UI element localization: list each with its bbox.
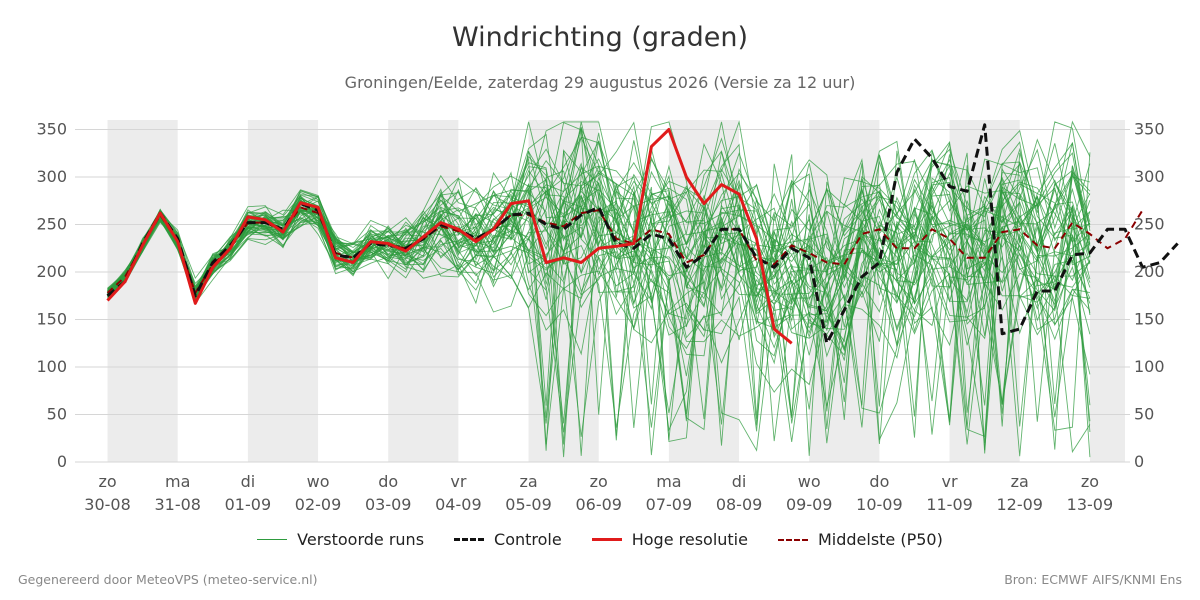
x-tick-date: 30-08 — [84, 495, 131, 514]
x-tick-day: ma — [165, 472, 190, 491]
x-tick-date: 01-09 — [225, 495, 272, 514]
ensemble-member-line — [107, 126, 1090, 444]
legend-swatch-high-res — [591, 538, 622, 541]
ensemble-member-line — [107, 143, 1091, 458]
x-tick-day: di — [732, 472, 747, 491]
legend-swatch-control — [454, 538, 485, 541]
y-tick-label-right: 300 — [1134, 167, 1165, 186]
x-tick-day: zo — [1081, 472, 1099, 491]
x-tick-date: 09-09 — [786, 495, 833, 514]
x-tick-day: vr — [942, 472, 958, 491]
y-tick-label-right: 100 — [1134, 357, 1165, 376]
y-tick-label-left: 0 — [57, 452, 67, 471]
day-band — [247, 120, 319, 462]
x-tick-day: zo — [590, 472, 608, 491]
ensemble-member-line — [107, 166, 1091, 428]
legend-item-high-res: Hoge resolutie — [591, 530, 748, 549]
x-tick-date: 03-09 — [365, 495, 412, 514]
x-tick-day: zo — [98, 472, 116, 491]
chart-title: Windrichting (graden) — [451, 22, 749, 53]
x-tick-date: 04-09 — [435, 495, 482, 514]
legend-label-median: Middelste (P50) — [817, 530, 943, 549]
chart-legend: Verstoorde runs Controle Hoge resolutie … — [0, 530, 1200, 549]
footer-generated-by: Gegenereerd door MeteoVPS (meteo-service… — [18, 572, 318, 587]
y-tick-label-right: 50 — [1134, 405, 1154, 424]
legend-label-perturbed: Verstoorde runs — [297, 530, 425, 549]
ensemble-member-line — [107, 158, 1091, 352]
y-tick-label-right: 0 — [1134, 452, 1144, 471]
ensemble-member-line — [107, 121, 1091, 445]
high-resolution-line — [106, 128, 793, 345]
x-tick-date: 05-09 — [505, 495, 552, 514]
ensemble-member-line — [107, 154, 1091, 402]
legend-item-control: Controle — [454, 530, 562, 549]
x-tick-date: 06-09 — [575, 495, 622, 514]
y-tick-label-right: 150 — [1134, 310, 1165, 329]
ensemble-member-line — [107, 142, 1091, 451]
legend-swatch-median — [777, 538, 808, 541]
day-band — [1089, 120, 1125, 462]
x-tick-day: do — [378, 472, 398, 491]
x-tick-date: 31-08 — [154, 495, 201, 514]
x-tick-date: 10-09 — [856, 495, 903, 514]
x-tick-date: 02-09 — [295, 495, 342, 514]
y-tick-label-left: 50 — [47, 405, 67, 424]
ensemble-member-line — [107, 133, 1091, 413]
y-tick-label-right: 250 — [1134, 215, 1165, 234]
x-tick-date: 08-09 — [716, 495, 763, 514]
y-tick-label-left: 350 — [36, 120, 67, 139]
day-band — [388, 120, 459, 462]
legend-label-high-res: Hoge resolutie — [631, 530, 748, 549]
y-tick-label-right: 200 — [1134, 262, 1165, 281]
ensemble-member-line — [107, 162, 1090, 425]
y-tick-label-left: 250 — [36, 215, 67, 234]
x-tick-date: 12-09 — [996, 495, 1043, 514]
chart-subtitle: Groningen/Eelde, zaterdag 29 augustus 20… — [344, 73, 856, 92]
legend-item-perturbed: Verstoorde runs — [257, 530, 424, 549]
x-tick-date: 13-09 — [1067, 495, 1114, 514]
legend-item-median: Middelste (P50) — [777, 530, 943, 549]
ensemble-member-line — [107, 150, 1091, 450]
ensemble-member-line — [107, 120, 1091, 417]
x-tick-day: wo — [307, 472, 330, 491]
x-tick-day: za — [519, 472, 537, 491]
legend-label-control: Controle — [494, 530, 562, 549]
x-tick-day: vr — [450, 472, 466, 491]
footer-source: Bron: ECMWF AIFS/KNMI Ens — [1004, 572, 1182, 587]
y-tick-label-left: 150 — [36, 310, 67, 329]
y-tick-label-left: 200 — [36, 262, 67, 281]
ensemble-member-line — [107, 163, 1091, 438]
y-tick-label-right: 350 — [1134, 120, 1165, 139]
x-tick-day: do — [869, 472, 889, 491]
y-tick-label-left: 300 — [36, 167, 67, 186]
x-tick-date: 11-09 — [926, 495, 973, 514]
x-tick-day: ma — [656, 472, 681, 491]
legend-swatch-perturbed — [257, 539, 288, 540]
x-tick-date: 07-09 — [646, 495, 693, 514]
x-tick-day: wo — [798, 472, 821, 491]
x-tick-day: di — [241, 472, 256, 491]
y-tick-label-left: 100 — [36, 357, 67, 376]
x-tick-day: za — [1011, 472, 1029, 491]
ensemble-member-line — [107, 132, 1091, 430]
